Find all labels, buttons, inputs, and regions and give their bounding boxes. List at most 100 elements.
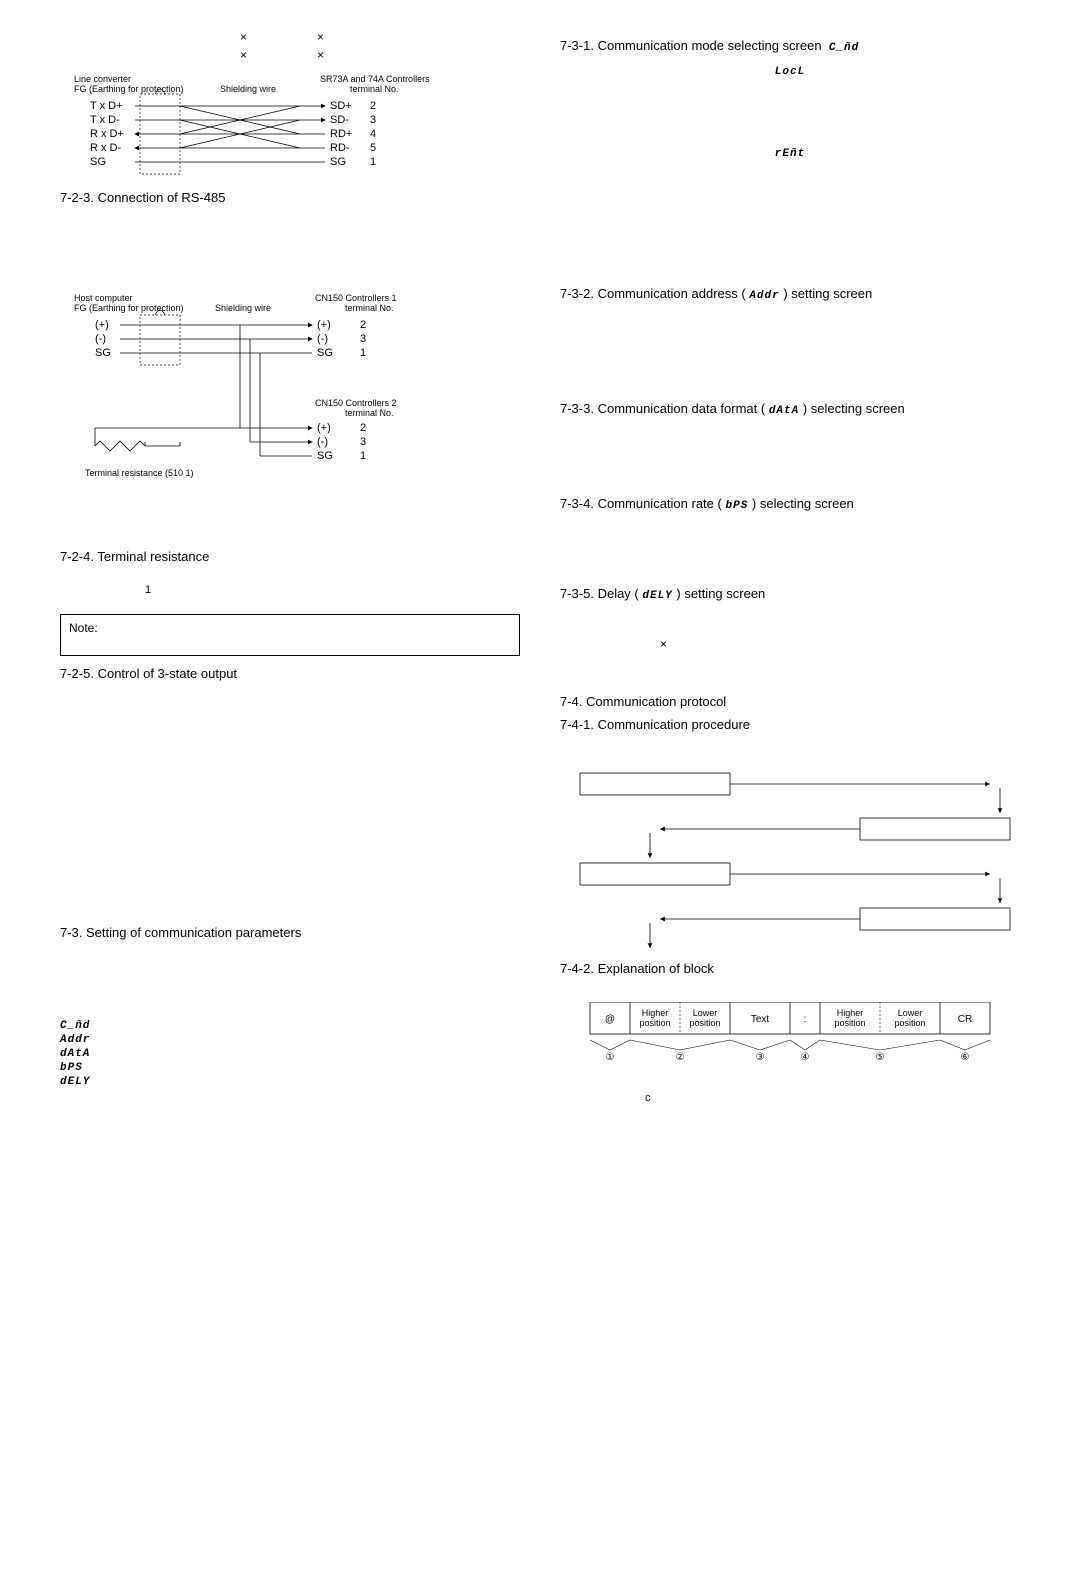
svg-text:(-): (-)	[95, 333, 106, 345]
svg-text:3: 3	[360, 333, 366, 345]
pin-label: SG	[330, 156, 346, 168]
svg-text:1: 1	[360, 450, 366, 462]
cross-row-2: × ×	[240, 48, 520, 62]
svg-text:(-): (-)	[317, 333, 328, 345]
svg-text:position: position	[639, 1018, 670, 1028]
pin-num: 3	[370, 114, 376, 126]
svg-text:⑥: ⑥	[961, 1052, 970, 1063]
svg-text:③: ③	[756, 1052, 765, 1063]
pin-label: R x D-	[90, 142, 122, 154]
left-column: × × × × Line converter FG (Earthing for …	[60, 30, 520, 1104]
shield-label: Shielding wire	[220, 84, 276, 94]
terminal-no-label-2: terminal No.	[345, 303, 394, 313]
svg-text:(+): (+)	[95, 319, 109, 331]
param-bps: bPS	[60, 1062, 520, 1074]
param-data: dAtA	[60, 1048, 520, 1060]
controllers-label: SR73A and 74A Controllers	[320, 74, 430, 84]
term-res-label: Terminal resistance (510 1)	[85, 468, 194, 478]
note-label: Note:	[69, 621, 98, 635]
svg-text:(-): (-)	[317, 436, 328, 448]
shield-label-2: Shielding wire	[215, 303, 271, 313]
svg-text:Lower: Lower	[693, 1008, 718, 1018]
heading-7-3-2: 7-3-2. Communication address ( Addr ) se…	[560, 286, 1020, 302]
one-label: 1	[145, 584, 520, 596]
heading-7-4-1: 7-4-1. Communication procedure	[560, 717, 1020, 732]
seg-data: dAtA	[769, 405, 799, 417]
heading-7-3-3: 7-3-3. Communication data format ( dAtA …	[560, 401, 1020, 417]
svg-text:terminal No.: terminal No.	[345, 408, 394, 418]
heading-7-2-4: 7-2-4. Terminal resistance	[60, 549, 520, 564]
svg-text:CN150 Controllers 2: CN150 Controllers 2	[315, 398, 397, 408]
heading-7-3-1: 7-3-1. Communication mode selecting scre…	[560, 38, 1020, 54]
seg-cmd: C_ñd	[829, 42, 859, 54]
cross-right: ×	[660, 637, 1020, 651]
heading-7-2-3: 7-2-3. Connection of RS-485	[60, 190, 520, 205]
svg-text:position: position	[689, 1018, 720, 1028]
svg-text:3: 3	[360, 436, 366, 448]
seg-dely: dELY	[642, 590, 672, 602]
svg-text:Higher: Higher	[642, 1008, 669, 1018]
pin-num: 2	[370, 100, 376, 112]
svg-text:2: 2	[360, 319, 366, 331]
heading-7-3-5: 7-3-5. Delay ( dELY ) setting screen	[560, 586, 1020, 602]
param-addr: Addr	[60, 1034, 520, 1046]
pin-label: R x D+	[90, 128, 124, 140]
h-text: 7-3-5. Delay (	[560, 586, 639, 601]
seg-remt: rEñt	[560, 148, 1020, 160]
pin-label: SD-	[330, 114, 349, 126]
seg-addr: Addr	[749, 290, 779, 302]
heading-7-3-4: 7-3-4. Communication rate ( bPS ) select…	[560, 496, 1020, 512]
param-cmd: C_ñd	[60, 1020, 520, 1032]
pin-label: SD+	[330, 100, 352, 112]
svg-text:②: ②	[676, 1052, 685, 1063]
svg-text:2: 2	[360, 422, 366, 434]
heading-7-4-2: 7-4-2. Explanation of block	[560, 961, 1020, 976]
heading-text: 7-3-1. Communication mode selecting scre…	[560, 38, 822, 53]
cell-colon: :	[804, 1014, 807, 1025]
comm-procedure-diagram	[560, 763, 1030, 953]
note-box: Note:	[60, 614, 520, 656]
pin-label: T x D-	[90, 114, 120, 126]
letter-c: c	[645, 1092, 1020, 1104]
h-text-b: ) selecting screen	[752, 496, 854, 511]
terminal-no-label: terminal No.	[350, 84, 399, 94]
svg-text:④: ④	[801, 1052, 810, 1063]
seg-bps: bPS	[725, 500, 748, 512]
svg-text:position: position	[834, 1018, 865, 1028]
pin-label: RD-	[330, 142, 350, 154]
cell-text: Text	[751, 1014, 770, 1025]
rs485-diagram: Line converter FG (Earthing for protecti…	[60, 72, 430, 182]
cell-at: @	[605, 1014, 615, 1025]
seg-locl: LocL	[560, 66, 1020, 78]
host-label: Host computer	[74, 293, 133, 303]
param-list: C_ñd Addr dAtA bPS dELY	[60, 1020, 520, 1088]
h-text-b: ) setting screen	[783, 286, 872, 301]
param-dely: dELY	[60, 1076, 520, 1088]
pin-label: SG	[90, 156, 106, 168]
svg-text:SG: SG	[95, 347, 111, 359]
right-column: 7-3-1. Communication mode selecting scre…	[560, 30, 1020, 1104]
h-text-b: ) selecting screen	[803, 401, 905, 416]
pin-num: 1	[370, 156, 376, 168]
h-text: 7-3-3. Communication data format (	[560, 401, 765, 416]
fg-label: FG (Earthing for protection)	[74, 84, 184, 94]
pin-num: 4	[370, 128, 376, 140]
block-table: @ Higher position Lower position Text : …	[560, 1002, 1020, 1072]
svg-text:⑤: ⑤	[876, 1052, 885, 1063]
cross-row-1: × ×	[240, 30, 520, 44]
svg-text:(+): (+)	[317, 422, 331, 434]
line-converter-label: Line converter	[74, 74, 131, 84]
heading-7-2-5: 7-2-5. Control of 3-state output	[60, 666, 520, 681]
svg-text:SG: SG	[317, 347, 333, 359]
cell-cr: CR	[958, 1014, 972, 1025]
controllers1-label: CN150 Controllers 1	[315, 293, 397, 303]
cross: ×	[240, 48, 247, 62]
svg-text:SG: SG	[317, 450, 333, 462]
svg-text:①: ①	[606, 1052, 615, 1063]
h-text-b: ) setting screen	[676, 586, 765, 601]
heading-7-4: 7-4. Communication protocol	[560, 694, 1020, 709]
pin-num: 5	[370, 142, 376, 154]
rs485-multi-diagram: Host computer FG (Earthing for protectio…	[60, 291, 430, 541]
pin-label: RD+	[330, 128, 352, 140]
pin-label: T x D+	[90, 100, 123, 112]
